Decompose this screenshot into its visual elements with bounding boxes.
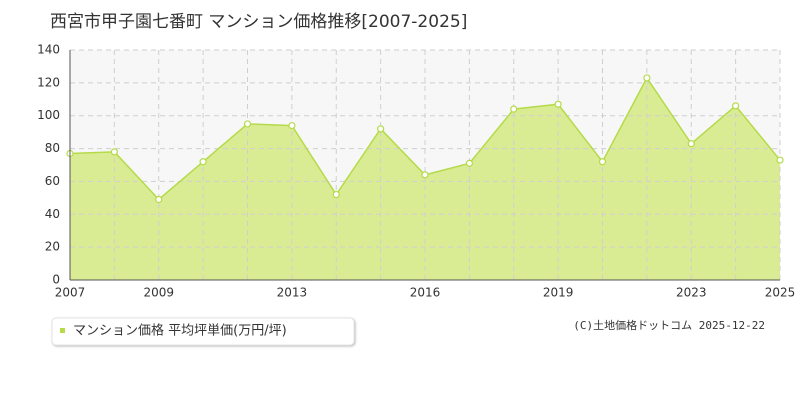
x-tick-label: 2023	[676, 286, 707, 300]
x-tick-label: 2009	[143, 286, 174, 300]
point	[732, 102, 740, 110]
point	[243, 120, 252, 128]
point	[776, 156, 784, 164]
point	[643, 74, 651, 82]
point	[465, 159, 473, 167]
point	[554, 100, 562, 108]
y-tick-label: 20	[45, 240, 60, 254]
credit: (C)土地価格ドットコム 2025-12-22	[573, 318, 765, 332]
y-tick-label: 120	[37, 75, 60, 89]
point	[421, 171, 429, 179]
point	[110, 148, 118, 156]
y-tick-label: 0	[52, 273, 60, 287]
point	[288, 121, 296, 130]
x-tick-label: 2019	[543, 286, 574, 300]
point	[332, 190, 340, 199]
y-tick-label: 40	[45, 207, 60, 221]
chart-title: 西宮市甲子園七番町 マンション価格推移[2007-2025]	[50, 12, 467, 32]
y-tick-label: 140	[37, 43, 60, 57]
x-tick-label: 2025	[765, 286, 796, 300]
x-tick-label: 2007	[55, 286, 86, 300]
legend-box	[51, 317, 355, 346]
legend-label: マンション価格 平均坪単価(万円/坪)	[73, 323, 287, 339]
legend-swatch	[60, 328, 65, 333]
x-tick-label: 2013	[277, 286, 308, 300]
y-tick-label: 80	[45, 141, 60, 155]
point	[510, 105, 518, 113]
legend: マンション価格 平均坪単価(万円/坪)	[51, 317, 355, 346]
x-tick-label: 2016	[410, 286, 441, 300]
point	[687, 140, 695, 148]
y-tick-label: 60	[45, 174, 60, 188]
y-tick-label: 100	[37, 108, 60, 122]
point	[199, 158, 207, 166]
point	[598, 158, 607, 166]
point	[155, 195, 163, 204]
point	[377, 125, 385, 133]
